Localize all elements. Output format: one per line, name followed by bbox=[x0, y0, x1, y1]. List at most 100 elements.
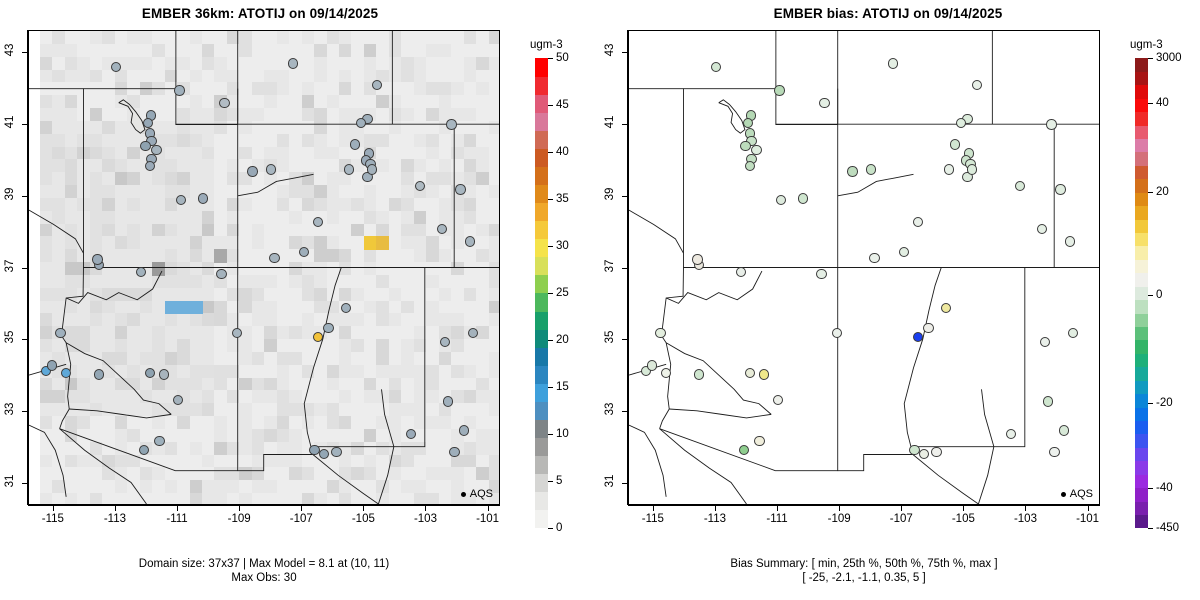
raster-cell bbox=[102, 223, 116, 237]
boundary-line bbox=[669, 408, 772, 419]
colorbar-segment bbox=[1135, 501, 1148, 516]
raster-cell bbox=[102, 210, 116, 225]
raster-cell bbox=[476, 43, 490, 58]
raster-cell bbox=[276, 467, 290, 481]
raster-cell bbox=[326, 146, 340, 160]
aqs-station-marker bbox=[312, 216, 323, 227]
raster-cell bbox=[239, 133, 253, 148]
raster-cell bbox=[239, 428, 253, 443]
raster-cell bbox=[301, 300, 315, 315]
raster-cell bbox=[239, 108, 253, 122]
raster-cell bbox=[226, 364, 240, 379]
raster-cell bbox=[64, 467, 78, 481]
raster-cell bbox=[463, 159, 477, 173]
raster-cell bbox=[64, 326, 78, 340]
colorbar-segment bbox=[535, 509, 548, 529]
raster-cell bbox=[413, 454, 427, 469]
raster-cell bbox=[401, 95, 415, 109]
raster-cell bbox=[339, 274, 353, 289]
raster-cell bbox=[89, 146, 103, 160]
raster-cell bbox=[476, 95, 490, 109]
aqs-station-marker bbox=[869, 252, 880, 263]
x-axis-tick bbox=[901, 505, 903, 511]
raster-cell bbox=[40, 287, 54, 302]
raster-cell bbox=[326, 95, 340, 109]
x-axis-model: -115 -113 -111 -109 -107 -105 -103 -101 bbox=[28, 505, 500, 545]
raster-cell bbox=[177, 441, 191, 456]
aqs-station-marker bbox=[371, 79, 382, 91]
raster-cell bbox=[89, 108, 103, 122]
raster-cell bbox=[388, 249, 402, 263]
colorbar-segment bbox=[1135, 219, 1148, 234]
colorbar-tick bbox=[548, 152, 553, 153]
raster-cell bbox=[276, 108, 290, 122]
raster-cell bbox=[214, 428, 228, 443]
raster-cell bbox=[226, 172, 240, 186]
raster-cell bbox=[177, 43, 191, 58]
raster-cell bbox=[276, 197, 290, 212]
colorbar-tick bbox=[1148, 403, 1153, 405]
raster-cell bbox=[451, 108, 465, 122]
raster-cell bbox=[388, 236, 402, 250]
colorbar-tick-label: 20 bbox=[556, 334, 569, 346]
raster-cell bbox=[401, 31, 415, 45]
raster-cell bbox=[301, 351, 315, 366]
raster-cell bbox=[177, 403, 191, 417]
y-axis-tick bbox=[622, 123, 628, 125]
raster-cell bbox=[463, 403, 477, 417]
raster-cell bbox=[264, 146, 278, 160]
raster-cell bbox=[363, 287, 377, 302]
raster-cell bbox=[476, 274, 490, 289]
raster-cell bbox=[239, 313, 253, 327]
raster-cell bbox=[326, 236, 340, 250]
raster-cell bbox=[64, 300, 78, 315]
raster-cell bbox=[388, 159, 402, 173]
boundary-line bbox=[83, 88, 238, 125]
panel-bias-plot-area: AQS bbox=[628, 30, 1100, 505]
raster-cell bbox=[438, 454, 452, 469]
raster-cell bbox=[189, 403, 203, 417]
raster-cell bbox=[164, 326, 178, 340]
raster-cell bbox=[476, 236, 490, 250]
raster-cell bbox=[339, 428, 353, 443]
raster-cell bbox=[214, 416, 228, 430]
raster-cell bbox=[376, 56, 390, 71]
raster-cell bbox=[127, 339, 141, 353]
raster-cell bbox=[289, 172, 303, 186]
raster-cell bbox=[251, 56, 265, 71]
colorbar-tick-label: 50 bbox=[556, 52, 569, 64]
raster-cell bbox=[314, 236, 328, 250]
raster-cell bbox=[152, 416, 166, 430]
raster-cell bbox=[152, 351, 166, 366]
aqs-station-marker bbox=[312, 331, 323, 343]
raster-cell bbox=[64, 351, 78, 366]
raster-cell bbox=[189, 339, 203, 353]
raster-cell bbox=[376, 428, 390, 443]
raster-cell bbox=[139, 210, 153, 225]
raster-cell bbox=[314, 185, 328, 199]
raster-cell bbox=[251, 313, 265, 327]
boundary-line bbox=[629, 88, 684, 429]
raster-cell bbox=[226, 313, 240, 327]
raster-cell bbox=[476, 441, 490, 456]
aqs-station-marker bbox=[464, 236, 476, 247]
raster-cell bbox=[463, 133, 477, 148]
raster-cell bbox=[326, 82, 340, 96]
raster-cell bbox=[476, 390, 490, 404]
aqs-station-marker bbox=[269, 252, 280, 263]
aqs-station-marker bbox=[1064, 236, 1076, 247]
raster-cell bbox=[339, 69, 353, 83]
colorbar-segment bbox=[1135, 232, 1148, 247]
raster-cell bbox=[326, 210, 340, 225]
raster-cell bbox=[451, 377, 465, 392]
raster-cell bbox=[89, 300, 103, 315]
raster-cell bbox=[139, 31, 153, 45]
raster-cell bbox=[413, 274, 427, 289]
raster-cell bbox=[301, 454, 315, 469]
boundary-line bbox=[903, 267, 942, 455]
raster-cell bbox=[426, 274, 440, 289]
raster-cell bbox=[64, 159, 78, 173]
raster-cell bbox=[226, 274, 240, 289]
raster-cell bbox=[102, 300, 116, 315]
